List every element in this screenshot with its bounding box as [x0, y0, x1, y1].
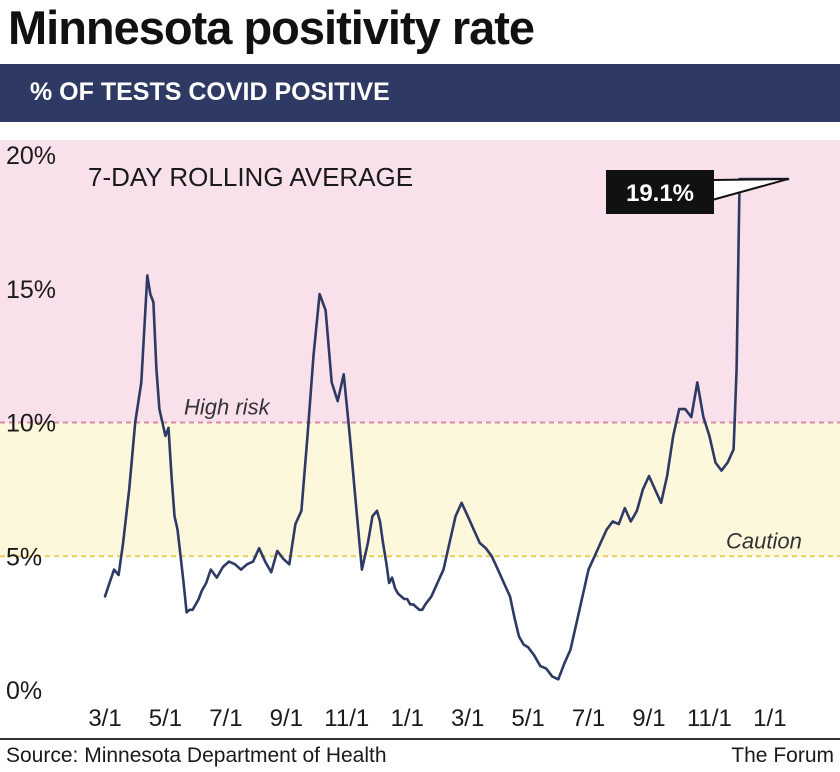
rolling-average-label: 7-DAY ROLLING AVERAGE	[88, 162, 413, 192]
x-tick-label: 11/1	[324, 705, 369, 732]
x-tick-label: 9/1	[632, 705, 665, 732]
publisher-credit: The Forum	[731, 744, 834, 767]
x-tick-label: 9/1	[270, 705, 303, 732]
high-risk-label: High risk	[184, 395, 271, 420]
caution-zone	[0, 422, 840, 557]
x-tick-label: 5/1	[149, 705, 182, 732]
footer-rule	[0, 738, 840, 740]
positivity-rate-line	[103, 177, 790, 681]
y-tick-label: 20%	[6, 142, 56, 170]
subtitle-banner: % OF TESTS COVID POSITIVE	[0, 64, 840, 122]
x-tick-label: 7/1	[209, 705, 242, 732]
y-tick-label: 15%	[6, 276, 56, 304]
subtitle-text: % OF TESTS COVID POSITIVE	[30, 78, 390, 106]
callout-box	[606, 170, 714, 214]
x-tick-label: 1/1	[753, 705, 786, 732]
callout-value: 19.1%	[626, 180, 694, 207]
y-tick-label: 0%	[6, 677, 42, 705]
x-tick-label: 3/1	[88, 705, 121, 732]
chart: 0% 5% 10% 15% 20% 3/1 5/1 7/1 9/1 11/1 1/1 3/1 5/1 7…	[0, 140, 840, 732]
y-tick-label: 10%	[6, 410, 56, 438]
y-tick-label: 5%	[6, 543, 42, 571]
x-tick-label: 1/1	[391, 705, 424, 732]
x-tick-label: 11/1	[687, 705, 732, 732]
x-tick-label: 7/1	[572, 705, 605, 732]
x-tick-label: 3/1	[451, 705, 484, 732]
caution-label: Caution	[726, 528, 802, 553]
source-note: Source: Minnesota Department of Health	[6, 744, 387, 767]
chart-title: Minnesota positivity rate	[8, 1, 535, 54]
x-tick-label: 5/1	[511, 705, 544, 732]
